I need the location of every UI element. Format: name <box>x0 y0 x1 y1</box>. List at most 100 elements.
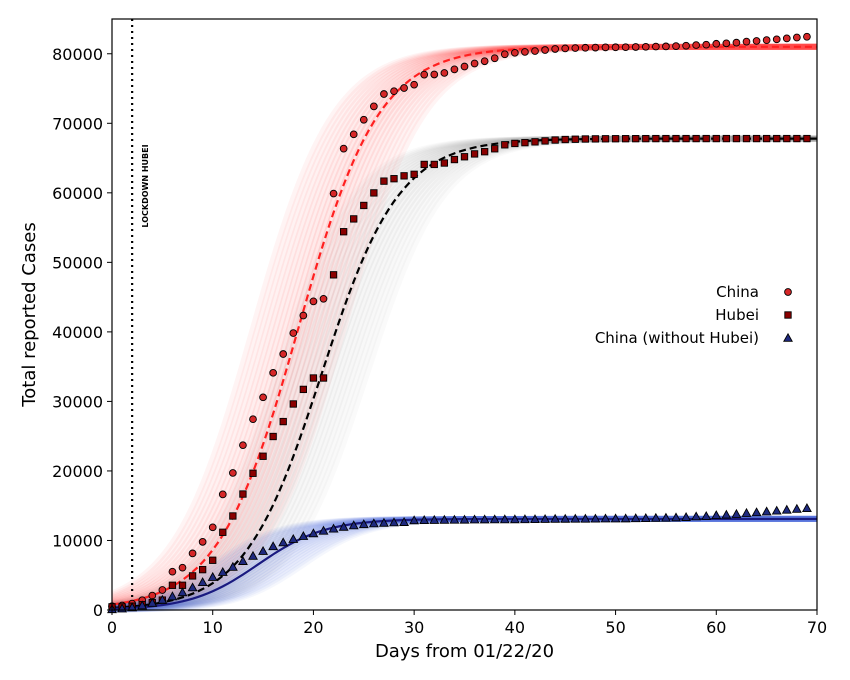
data-point <box>771 505 782 515</box>
data-point <box>249 469 257 477</box>
y-tick-label: 50000 <box>52 253 103 272</box>
data-point <box>722 134 731 143</box>
data-point <box>662 134 670 143</box>
data-point <box>460 62 469 71</box>
y-axis-ticks: 0 10000 20000 30000 40000 50000 60000 70000 8000… <box>52 45 112 620</box>
data-point <box>167 591 178 601</box>
x-tick-label: 0 <box>107 618 117 637</box>
x-tick-label: 40 <box>505 618 525 637</box>
data-point <box>239 441 247 450</box>
data-point <box>640 513 651 522</box>
legend-marker <box>784 288 792 296</box>
data-point <box>168 581 177 589</box>
data-point <box>249 415 257 424</box>
data-point <box>380 90 388 98</box>
data-point <box>308 528 319 538</box>
data-point <box>137 600 148 610</box>
data-point <box>209 556 217 564</box>
data-point <box>298 530 309 540</box>
data-point <box>168 567 177 576</box>
data-point <box>197 577 208 587</box>
data-point <box>158 586 167 594</box>
data-point <box>621 43 630 52</box>
legend-marker <box>783 332 793 342</box>
data-point <box>691 511 702 521</box>
data-point <box>409 515 420 525</box>
legend-label: China (without Hubei) <box>595 329 759 347</box>
y-tick-label: 20000 <box>52 462 103 481</box>
data-point <box>762 134 771 143</box>
y-tick-label: 40000 <box>52 323 103 342</box>
data-point <box>752 134 761 143</box>
data-point <box>339 228 348 236</box>
data-point <box>642 134 650 143</box>
data-point <box>671 512 681 522</box>
data-point <box>470 150 479 158</box>
data-point <box>501 141 509 149</box>
data-point <box>229 469 237 477</box>
x-axis-ticks: 0 10 20 30 40 50 60 70 <box>107 610 827 637</box>
data-point <box>470 59 479 68</box>
data-point <box>682 41 690 50</box>
data-point <box>157 594 168 604</box>
legend: China Hubei China (without Hubei) <box>595 283 793 347</box>
x-axis-label: Days from 01/22/20 <box>375 641 554 662</box>
data-point <box>620 513 631 523</box>
data-point <box>259 452 267 460</box>
data-point <box>781 504 792 514</box>
data-point <box>611 135 620 143</box>
data-point <box>329 271 338 279</box>
data-point <box>783 134 791 143</box>
y-axis-label: Total reported Cases <box>19 222 40 407</box>
x-tick-label: 60 <box>706 618 726 637</box>
data-point <box>309 374 318 382</box>
data-point <box>561 135 569 144</box>
data-point <box>630 513 641 523</box>
y-tick-label: 30000 <box>52 392 103 411</box>
data-point <box>652 42 660 51</box>
y-tick-label: 80000 <box>52 45 103 64</box>
data-point <box>178 563 187 572</box>
data-point <box>692 41 700 49</box>
data-point <box>801 503 812 512</box>
data-point <box>762 36 771 44</box>
data-point <box>641 42 650 51</box>
x-tick-label: 20 <box>303 618 323 637</box>
legend-label: Hubei <box>715 306 759 324</box>
data-point <box>580 513 591 523</box>
data-point <box>672 42 680 50</box>
data-point <box>299 311 308 320</box>
data-point <box>289 400 297 408</box>
data-point <box>511 48 519 57</box>
data-point <box>177 587 188 597</box>
data-point <box>732 134 741 143</box>
data-point <box>319 374 328 382</box>
data-point <box>731 508 742 518</box>
data-point <box>370 102 378 111</box>
data-point <box>692 134 700 143</box>
x-tick-label: 30 <box>404 618 424 637</box>
y-tick-label: 70000 <box>52 114 103 133</box>
data-point <box>741 507 752 517</box>
data-point <box>450 155 459 164</box>
data-point <box>681 512 692 521</box>
data-point <box>742 37 751 46</box>
lockdown-annotation: LOCKDOWN HUBEI <box>141 144 150 227</box>
legend-label: China <box>716 283 759 301</box>
data-point <box>600 513 611 523</box>
x-tick-label: 10 <box>203 618 223 637</box>
data-point <box>328 523 339 533</box>
data-point <box>611 43 620 52</box>
data-point <box>399 517 410 526</box>
data-point <box>359 115 368 124</box>
data-point <box>793 33 801 42</box>
data-point <box>339 144 348 153</box>
data-point <box>400 172 408 180</box>
data-point <box>309 297 318 306</box>
data-point <box>460 153 469 161</box>
data-point <box>299 385 308 394</box>
data-point <box>551 136 559 144</box>
data-point <box>711 510 722 520</box>
data-point <box>219 528 227 536</box>
